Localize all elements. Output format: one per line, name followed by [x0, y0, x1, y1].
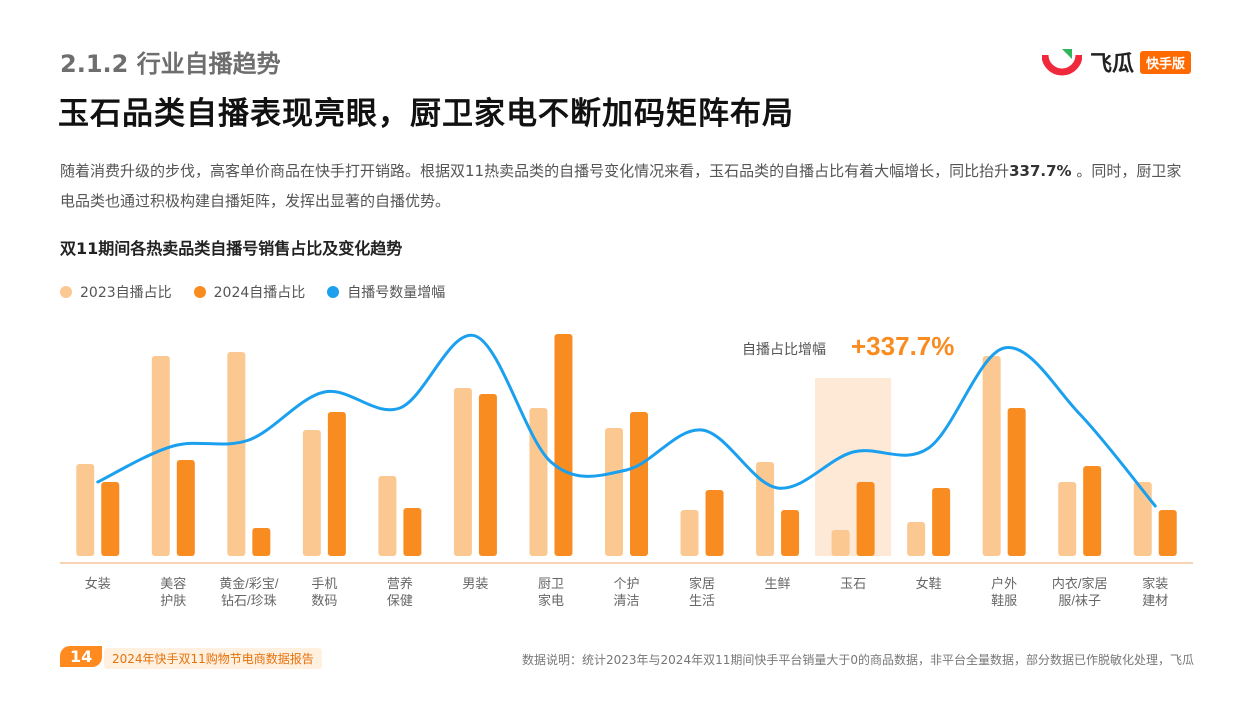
description-part1: 随着消费升级的步伐，高客单价商品在快手打开销路。根据双11热卖品类的自播号变化情…: [60, 162, 1010, 180]
logo: 飞瓜 快手版: [1042, 46, 1192, 78]
page-number: 14: [60, 646, 103, 667]
growth-line: [96, 333, 1157, 508]
bar-2024: [554, 334, 573, 556]
bar-2023: [378, 476, 397, 556]
bar-2024: [252, 528, 271, 556]
legend-label-2024: 2024自播占比: [213, 285, 306, 301]
bar-2023: [529, 408, 548, 556]
x-tick-label: 营养保健: [387, 576, 413, 608]
bar-2024: [327, 412, 346, 556]
annotation-label: 自播占比增幅: [742, 341, 826, 357]
x-tick-label: 手机数码: [311, 576, 337, 608]
x-tick-label: 内衣/家居服/袜子: [1052, 576, 1108, 608]
bar-2023: [151, 356, 170, 556]
legend-item-2023: 2023自播占比: [60, 282, 172, 302]
x-tick-label: 生鲜: [765, 576, 791, 591]
bar-2023: [982, 356, 1001, 556]
x-tick-label: 个护清洁: [613, 576, 639, 608]
x-tick-label: 家装建材: [1142, 576, 1168, 608]
x-tick-label: 厨卫家电: [538, 576, 564, 608]
x-tick-label: 黄金/彩宝/钻石/珍珠: [219, 576, 279, 608]
legend-label-growth: 自播号数量增幅: [347, 285, 446, 301]
x-tick-label: 美容护肤: [160, 576, 186, 608]
legend-item-2024: 2024自播占比: [193, 282, 306, 302]
x-tick-label: 男装: [462, 576, 488, 591]
legend-dot-2024: [193, 286, 206, 298]
logo-text: 飞瓜: [1090, 52, 1135, 77]
section-heading: 2.1.2 行业自播趋势: [60, 50, 281, 78]
bar-2023: [907, 522, 926, 556]
legend-label-2023: 2023自播占比: [80, 285, 172, 301]
bar-2024: [1007, 408, 1026, 556]
bar-2023: [76, 464, 95, 556]
x-tick-label: 家居生活: [689, 576, 715, 608]
legend-item-growth: 自播号数量增幅: [327, 282, 445, 302]
bar-2023: [831, 530, 850, 556]
bar-2024: [176, 460, 195, 556]
description-highlight: 337.7%: [1009, 162, 1072, 180]
logo-badge: 快手版: [1140, 50, 1192, 74]
legend-dot-2023: [60, 286, 72, 298]
bar-2024: [1158, 510, 1177, 556]
bar-2024: [1083, 466, 1102, 556]
legend-dot-growth: [327, 286, 340, 298]
bar-2024: [705, 490, 724, 556]
bar-2024: [932, 488, 951, 556]
bar-2024: [781, 510, 800, 556]
chart-title: 双11期间各热卖品类自播号销售占比及变化趋势: [60, 239, 403, 258]
bar-2024: [630, 412, 648, 556]
bar-2023: [680, 510, 699, 556]
bar-2023: [605, 428, 623, 556]
bar-2024: [403, 508, 422, 556]
bar-2023: [227, 352, 246, 556]
feigua-logo-icon: [1042, 49, 1082, 76]
description-part2: 。同时，厨卫家电品类也通过积极构建自播矩阵，发挥出显著的自播优势。: [60, 162, 1182, 210]
bar-2024: [856, 482, 875, 556]
page-title: 玉石品类自播表现亮眼，厨卫家电不断加码矩阵布局: [58, 96, 794, 132]
bar-2023: [1133, 482, 1152, 556]
report-title: 2024年快手双11购物节电商数据报告: [104, 648, 322, 669]
bar-2024: [478, 394, 497, 556]
description: 随着消费升级的步伐，高客单价商品在快手打开销路。根据双11热卖品类的自播号变化情…: [60, 156, 1195, 216]
x-tick-label: 女装: [85, 576, 111, 591]
annotation-value: +337.7%: [851, 331, 954, 361]
bar-2023: [1058, 482, 1077, 556]
data-note: 数据说明：统计2023年与2024年双11期间快手平台销量大于0的商品数据，非平…: [522, 653, 1194, 667]
bar-2024: [101, 482, 120, 556]
bar-2023: [453, 388, 472, 556]
chart-legend: 2023自播占比 2024自播占比 自播号数量增幅: [60, 282, 445, 302]
x-tick-label: 户外鞋服: [991, 576, 1017, 608]
x-tick-label: 玉石: [840, 576, 866, 591]
bar-2023: [302, 430, 321, 556]
x-tick-label: 女鞋: [916, 576, 942, 591]
